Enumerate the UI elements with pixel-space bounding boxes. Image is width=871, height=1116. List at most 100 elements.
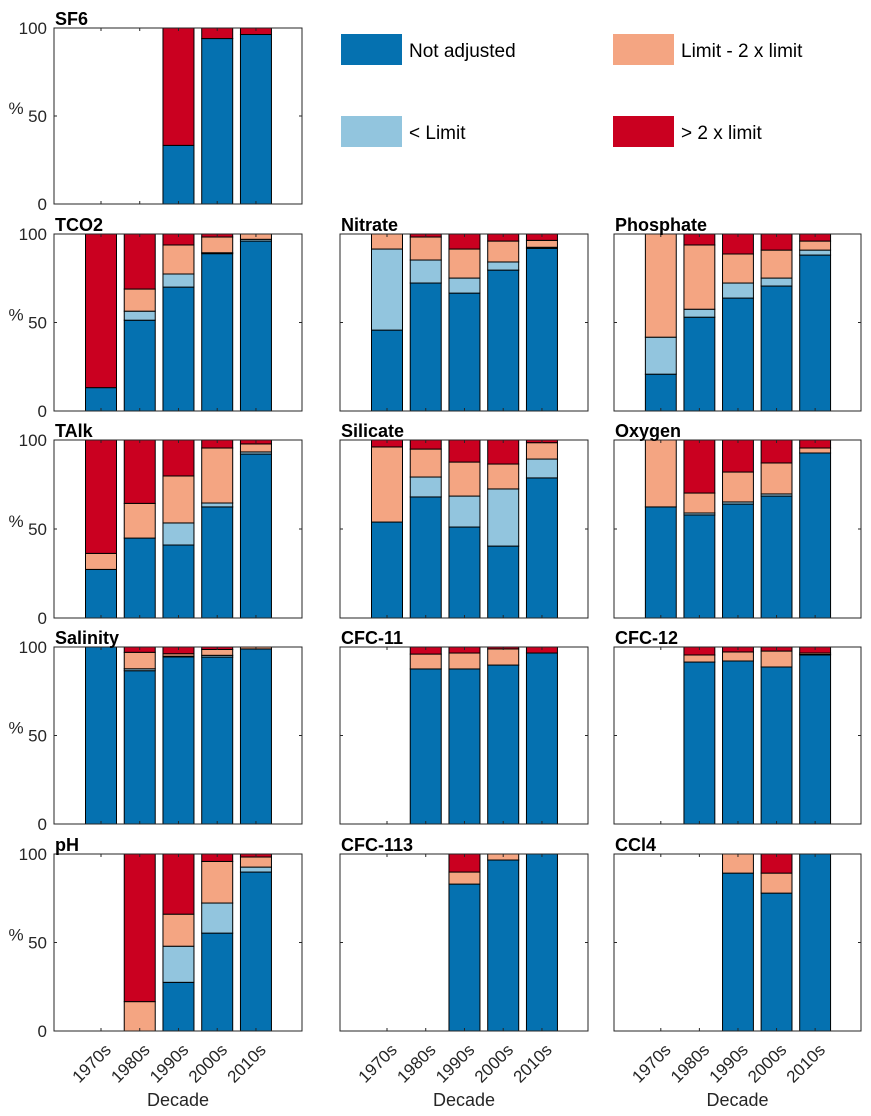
bar-talk-1980s-not-adjusted: [123, 537, 156, 619]
bar-silicate-1970s-not-adjusted: [371, 521, 403, 619]
bar-oxygen-2010s-limit-2-x-limit: [799, 447, 832, 454]
bar-talk-1990s-below-limit: [162, 522, 195, 546]
bar-silicate-2010s-limit-2-x-limit: [525, 442, 558, 460]
panel-title-cfc-11: CFC-11: [341, 628, 403, 648]
bar-ccl4-2000s-not-adjusted: [760, 892, 793, 1032]
bar-oxygen-2000s-limit-2-x-limit: [760, 462, 793, 495]
bar-cfc-11-2000s-not-adjusted: [487, 664, 520, 825]
bar-nitrate-1990s-limit-2-x-limit: [448, 248, 481, 279]
panel-talk: TAlk 0 50 100%: [8, 421, 303, 628]
bar-tco2-2010s-not-adjusted: [239, 240, 272, 412]
bar-ccl4-2000s-limit-2-x-limit: [760, 872, 793, 894]
x-axis-label: Decade: [147, 1090, 209, 1110]
bar-cfc-12-1990s-limit-2-x-limit: [722, 651, 754, 662]
bar-talk-2010s-limit-2-x-limit: [239, 443, 272, 453]
panel-salinity: Salinity 0 50 100%: [8, 628, 303, 834]
bar-nitrate-1970s-below-limit: [371, 248, 403, 331]
bar-cfc-11-1990s-limit-2-x-limit: [448, 652, 481, 670]
bar-tco2-2000s-limit-2-x-limit: [201, 236, 234, 254]
bar-ph-2000s-limit-2-x-limit: [201, 860, 234, 904]
bar-oxygen-1990s-above-2-x-limit: [722, 439, 754, 473]
bar-tco2-1980s-not-adjusted: [123, 319, 156, 412]
bar-talk-1990s-above-2-x-limit: [162, 439, 195, 477]
bar-nitrate-1970s-not-adjusted: [371, 329, 403, 412]
bar-talk-2000s-limit-2-x-limit: [201, 447, 234, 504]
bar-ccl4-2010s-not-adjusted: [799, 853, 832, 1032]
bar-nitrate-1980s-not-adjusted: [409, 282, 442, 412]
bar-cfc-12-1980s-not-adjusted: [683, 661, 716, 825]
y-tick-label: 50: [28, 934, 47, 953]
bar-cfc-12-1990s-not-adjusted: [722, 660, 754, 825]
panel-cfc-11: CFC-11: [339, 628, 589, 825]
bar-oxygen-1990s-not-adjusted: [722, 503, 754, 619]
bar-tco2-1980s-below-limit: [123, 310, 156, 321]
bar-nitrate-1980s-below-limit: [409, 259, 442, 284]
y-tick-label: 100: [19, 431, 47, 450]
bar-salinity-2010s-not-adjusted: [239, 648, 272, 825]
legend-label-below-limit: < Limit: [409, 123, 466, 144]
y-tick-label: 50: [28, 107, 47, 126]
y-tick-label: 0: [38, 609, 47, 628]
bar-oxygen-1980s-above-2-x-limit: [683, 439, 716, 494]
bar-talk-2010s-not-adjusted: [239, 453, 272, 619]
bar-salinity-1980s-limit-2-x-limit: [123, 651, 156, 670]
panel-silicate: Silicate: [339, 421, 589, 619]
bar-oxygen-2000s-above-2-x-limit: [760, 439, 793, 464]
bar-tco2-1990s-below-limit: [162, 273, 195, 288]
bar-nitrate-2010s-not-adjusted: [525, 247, 558, 412]
bar-ph-1980s-limit-2-x-limit: [123, 1001, 156, 1032]
bar-cfc-11-2000s-limit-2-x-limit: [487, 648, 520, 666]
bar-sf6-2000s-not-adjusted: [201, 38, 234, 205]
bar-silicate-2010s-below-limit: [525, 458, 558, 479]
bar-silicate-1990s-above-2-x-limit: [448, 439, 481, 463]
panel-title-nitrate: Nitrate: [341, 215, 398, 235]
bar-tco2-1970s-not-adjusted: [85, 387, 117, 412]
bar-phosphate-2000s-below-limit: [760, 277, 793, 287]
bar-cfc-12-2000s-limit-2-x-limit: [760, 650, 793, 668]
bar-ph-2010s-below-limit: [239, 866, 272, 873]
bar-talk-1970s-not-adjusted: [85, 568, 117, 619]
bar-ph-1990s-below-limit: [162, 945, 195, 983]
bar-talk-1980s-above-2-x-limit: [123, 439, 156, 504]
bar-talk-1990s-not-adjusted: [162, 544, 195, 619]
bar-silicate-1990s-limit-2-x-limit: [448, 461, 481, 497]
bar-oxygen-1980s-limit-2-x-limit: [683, 492, 716, 514]
bar-talk-2000s-below-limit: [201, 502, 234, 508]
legend-label-not-adjusted: Not adjusted: [409, 41, 516, 62]
legend-swatch-above-2x-limit: [613, 116, 674, 147]
bar-ph-2010s-limit-2-x-limit: [239, 856, 272, 868]
panel-title-phosphate: Phosphate: [615, 215, 707, 235]
bar-silicate-1990s-not-adjusted: [448, 526, 481, 619]
bar-tco2-1990s-not-adjusted: [162, 286, 195, 412]
bar-ph-1990s-limit-2-x-limit: [162, 913, 195, 947]
y-tick-label: 50: [28, 314, 47, 333]
bar-silicate-2000s-limit-2-x-limit: [487, 463, 520, 490]
bar-cfc-113-2010s-not-adjusted: [525, 853, 558, 1032]
y-tick-label: 100: [19, 19, 47, 38]
bar-salinity-1980s-not-adjusted: [123, 670, 156, 825]
y-tick-label: 100: [19, 225, 47, 244]
panel-sf6: SF6 0 50 100%: [8, 9, 303, 214]
bar-nitrate-1980s-limit-2-x-limit: [409, 236, 442, 261]
bar-cfc-113-1990s-limit-2-x-limit: [448, 871, 481, 885]
bar-talk-1980s-limit-2-x-limit: [123, 502, 156, 539]
panel-title-sf6: SF6: [55, 9, 88, 29]
legend: Not adjusted < Limit Limit - 2 x limit >…: [341, 34, 803, 147]
bar-cfc-11-1990s-not-adjusted: [448, 668, 481, 825]
legend-label-above-2x-limit: > 2 x limit: [681, 123, 762, 144]
legend-item-below-limit: < Limit: [341, 116, 466, 147]
panel-title-tco2: TCO2: [55, 215, 103, 235]
panel-oxygen: Oxygen: [613, 421, 862, 619]
y-tick-label: 50: [28, 727, 47, 746]
panel-title-talk: TAlk: [55, 421, 94, 441]
bar-cfc-113-2000s-not-adjusted: [487, 859, 520, 1032]
panel-cfc-12: CFC-12: [613, 628, 862, 825]
bar-phosphate-1970s-limit-2-x-limit: [644, 233, 677, 338]
y-axis-label: %: [8, 306, 23, 325]
bar-cfc-11-1980s-limit-2-x-limit: [409, 653, 442, 670]
bar-silicate-1980s-not-adjusted: [409, 496, 442, 619]
bar-cfc-11-1980s-not-adjusted: [409, 668, 442, 825]
bar-phosphate-1980s-not-adjusted: [683, 316, 716, 412]
bar-phosphate-2010s-not-adjusted: [799, 254, 832, 412]
